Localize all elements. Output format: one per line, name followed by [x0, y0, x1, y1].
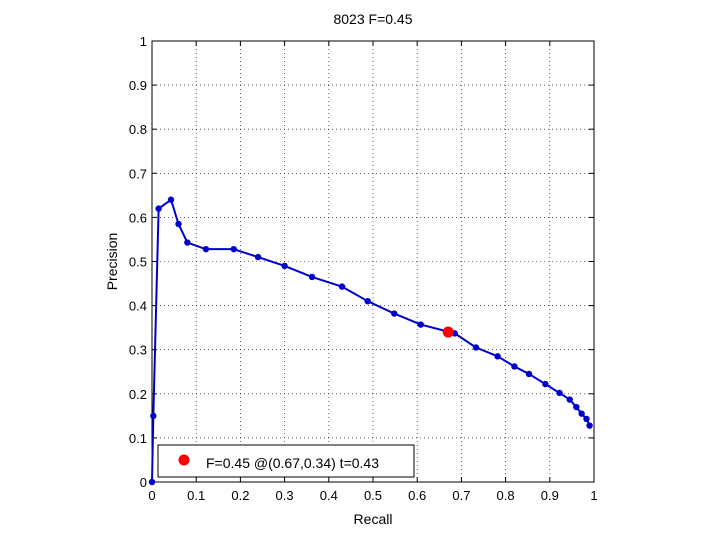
y-tick-label: 0.2: [129, 387, 147, 402]
data-point: [391, 310, 398, 317]
x-tick-label: 0.2: [231, 488, 249, 503]
data-point: [184, 239, 191, 246]
data-point: [167, 196, 175, 203]
data-point: [578, 410, 585, 417]
legend: F=0.45 @(0.67,0.34) t=0.43: [157, 444, 415, 478]
y-tick-label: 0.9: [129, 78, 147, 93]
y-tick-label: 0.5: [129, 255, 147, 270]
data-point: [150, 412, 157, 420]
data-point: [202, 245, 210, 253]
x-tick-label: 0.6: [408, 488, 426, 503]
legend-box: [157, 444, 415, 478]
data-point: [566, 396, 573, 403]
y-tick-label: 0: [140, 475, 147, 490]
data-point: [148, 478, 156, 486]
data-point: [583, 415, 590, 423]
data-point: [525, 370, 533, 378]
data-point: [308, 273, 316, 281]
data-point: [511, 363, 518, 370]
y-tick-label: 1: [140, 34, 147, 49]
x-tick-label: 0.5: [364, 488, 382, 503]
data-point: [556, 389, 563, 397]
x-tick-label: 0.7: [452, 488, 470, 503]
data-point: [472, 344, 480, 351]
data-point: [417, 321, 424, 328]
y-tick-label: 0.4: [129, 299, 147, 314]
data-point: [586, 422, 593, 429]
x-tick-label: 0: [148, 488, 155, 503]
x-tick-label: 0.1: [187, 488, 205, 503]
chart-title: 8023 F=0.45: [333, 11, 412, 27]
best-f-point: [442, 326, 454, 338]
y-tick-label: 0.8: [129, 122, 147, 137]
y-tick-label: 0.3: [129, 343, 147, 358]
y-tick-label: 0.7: [129, 166, 147, 181]
data-point: [155, 205, 162, 212]
legend-label: F=0.45 @(0.67,0.34) t=0.43: [206, 455, 379, 471]
y-tick-label: 0.6: [129, 210, 147, 225]
data-point: [230, 245, 237, 253]
y-axis-label: Precision: [104, 233, 120, 291]
data-point: [573, 403, 580, 411]
data-point: [175, 220, 182, 228]
x-tick-label: 0.4: [320, 488, 338, 503]
x-tick-label: 0.8: [497, 488, 515, 503]
data-point: [281, 262, 288, 270]
data-point: [338, 283, 346, 290]
x-tick-label: 0.9: [541, 488, 559, 503]
data-point: [542, 380, 549, 388]
legend-marker: [178, 454, 190, 466]
y-tick-label: 0.1: [129, 431, 147, 446]
grid: [152, 41, 594, 482]
data-point: [494, 353, 501, 360]
x-axis-label: Recall: [354, 511, 393, 527]
x-tick-label: 1: [590, 488, 597, 503]
x-tick-label: 0.3: [276, 488, 294, 503]
data-point: [364, 297, 371, 305]
data-point: [254, 253, 262, 261]
